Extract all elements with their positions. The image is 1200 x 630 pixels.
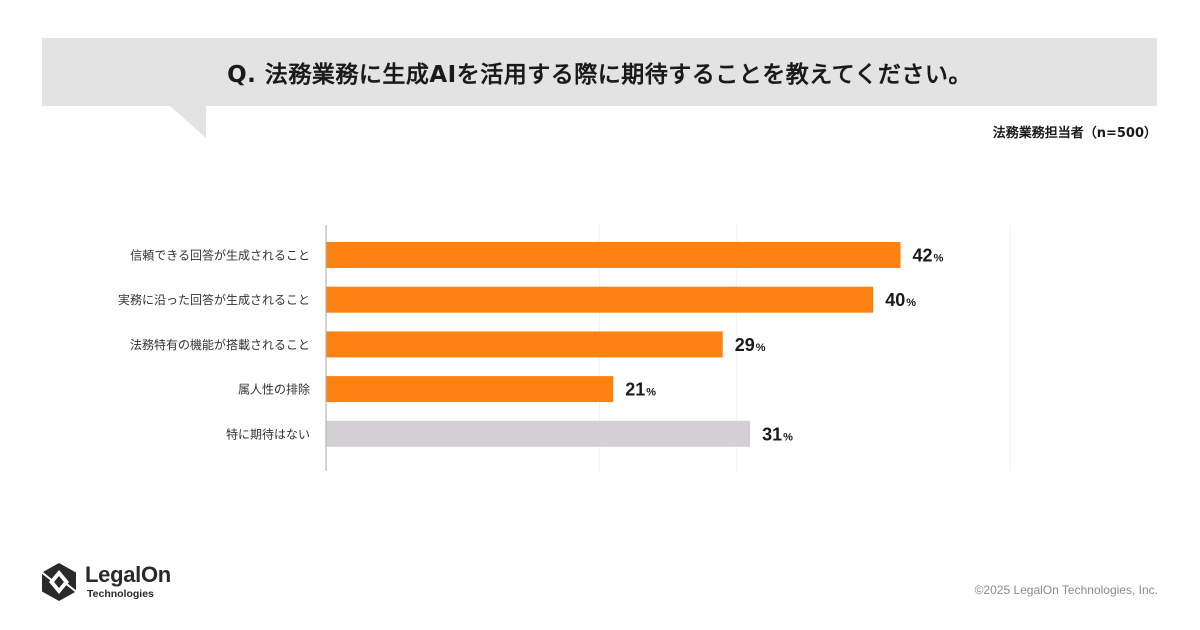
legalon-logo-icon bbox=[41, 563, 77, 601]
value-label: 40% bbox=[885, 290, 916, 310]
category-label: 特に期待はない bbox=[226, 426, 310, 441]
bar bbox=[326, 286, 874, 313]
question-title: Q. 法務業務に生成AIを活用する際に期待することを教えてください。 bbox=[227, 62, 972, 88]
copyright: ©2025 LegalOn Technologies, Inc. bbox=[974, 583, 1158, 597]
company-logo: LegalOn Technologies bbox=[40, 560, 240, 606]
value-label: 42% bbox=[913, 246, 944, 266]
value-label: 31% bbox=[762, 424, 793, 444]
bar bbox=[326, 242, 901, 268]
bar bbox=[326, 420, 751, 447]
logo-subtitle: Technologies bbox=[87, 588, 154, 600]
bar bbox=[326, 331, 723, 358]
question-banner: Q. 法務業務に生成AIを活用する際に期待することを教えてください。 bbox=[42, 38, 1157, 106]
question-banner-tail bbox=[170, 106, 206, 138]
category-label: 法務特有の機能が搭載されること bbox=[130, 337, 310, 352]
value-label: 29% bbox=[735, 335, 766, 355]
bar bbox=[326, 376, 614, 403]
value-label: 21% bbox=[625, 380, 656, 400]
category-label: 実務に沿った回答が生成されること bbox=[118, 292, 310, 307]
sample-note: 法務業務担当者（n=500） bbox=[992, 126, 1157, 141]
category-label: 信頼できる回答が生成されること bbox=[130, 248, 310, 263]
category-label: 属人性の排除 bbox=[238, 382, 310, 397]
logo-name: LegalOn bbox=[85, 562, 171, 587]
